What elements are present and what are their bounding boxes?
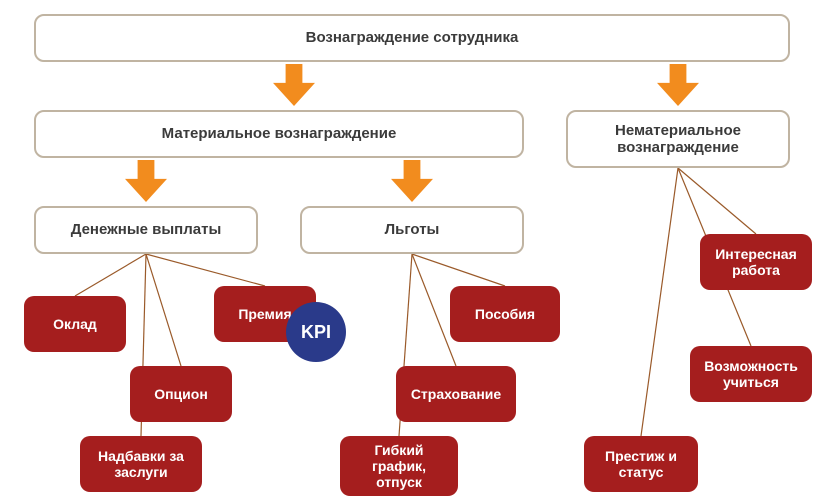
arrow-down-icon <box>124 160 168 202</box>
node-label: Денежные выплаты <box>44 221 248 238</box>
connector-line <box>75 254 146 296</box>
node-label: Интереснаяработа <box>708 246 804 278</box>
node-label: Гибкийграфик,отпуск <box>348 442 450 490</box>
node-label: Опцион <box>138 386 224 402</box>
node-insurance: Страхование <box>396 366 516 422</box>
node-nonmaterial: Нематериальноевознаграждение <box>566 110 790 168</box>
node-interesting: Интереснаяработа <box>700 234 812 290</box>
node-root: Вознаграждение сотрудника <box>34 14 790 62</box>
node-label: Надбавки зазаслуги <box>88 448 194 480</box>
arrow-down-icon <box>272 64 316 106</box>
arrow-down-icon <box>390 160 434 202</box>
node-learn: Возможностьучиться <box>690 346 812 402</box>
diagram-stage: Вознаграждение сотрудника Материальное во… <box>0 0 827 504</box>
kpi-circle: KPI <box>286 302 346 362</box>
node-label: Вознаграждение сотрудника <box>44 29 780 46</box>
node-label: Страхование <box>404 386 508 402</box>
node-label: Льготы <box>310 221 514 238</box>
connector-line <box>412 254 505 286</box>
node-label: Пособия <box>458 306 552 322</box>
node-option: Опцион <box>130 366 232 422</box>
kpi-label: KPI <box>301 322 331 343</box>
connector-line <box>641 168 678 436</box>
node-merit: Надбавки зазаслуги <box>80 436 202 492</box>
node-label: Возможностьучиться <box>698 358 804 390</box>
node-prestige: Престиж истатус <box>584 436 698 492</box>
node-allowance: Пособия <box>450 286 560 342</box>
node-label: Нематериальноевознаграждение <box>576 122 780 157</box>
node-schedule: Гибкийграфик,отпуск <box>340 436 458 496</box>
node-material: Материальное вознаграждение <box>34 110 524 158</box>
connector-line <box>146 254 265 286</box>
node-benefits: Льготы <box>300 206 524 254</box>
node-salary: Оклад <box>24 296 126 352</box>
node-label: Материальное вознаграждение <box>44 125 514 142</box>
arrow-down-icon <box>656 64 700 106</box>
node-label: Оклад <box>32 316 118 332</box>
connector-line <box>678 168 756 234</box>
node-cash: Денежные выплаты <box>34 206 258 254</box>
node-label: Престиж истатус <box>592 448 690 480</box>
connector-line <box>146 254 181 366</box>
